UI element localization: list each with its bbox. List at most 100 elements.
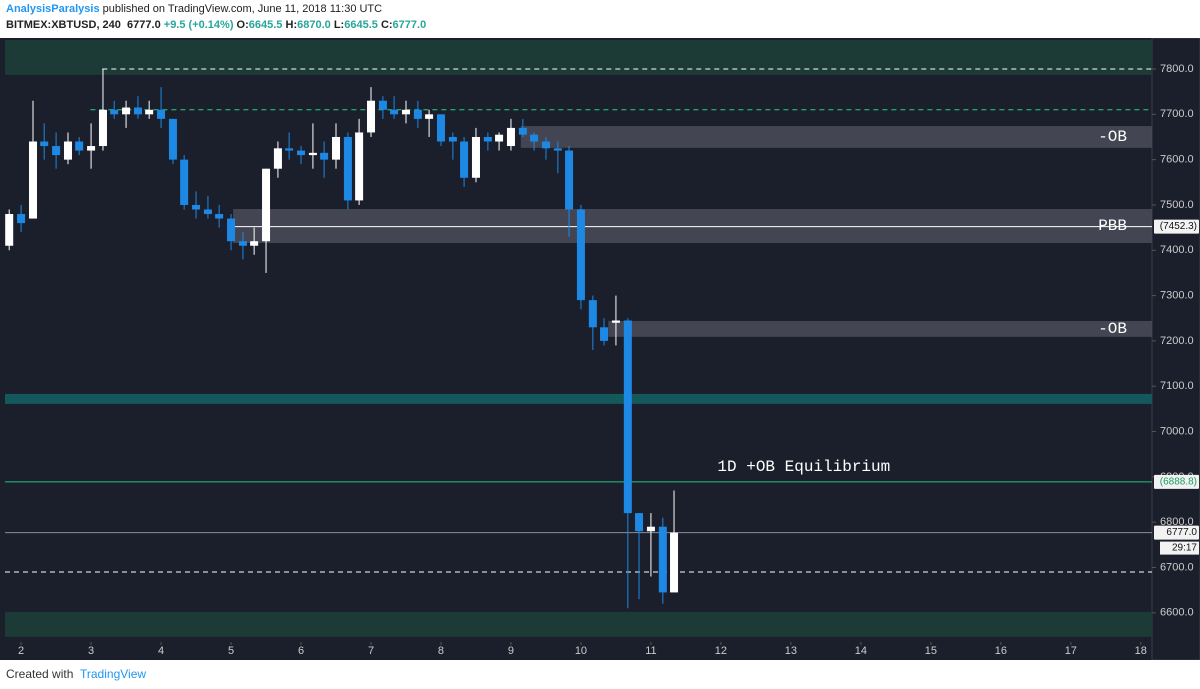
candle-body [250,241,259,246]
zone [233,209,1153,244]
candle-body [588,300,597,328]
candle-body [518,127,527,135]
y-tick-label: 6600.0 [1160,607,1194,619]
header: AnalysisParalysis published on TradingVi… [0,0,1200,38]
candle-body [460,141,469,178]
candle-body [413,109,422,119]
l-label: L: [333,19,345,31]
candle-body [448,136,457,142]
change: +9.5 (+0.14%) [163,19,234,31]
zone [5,611,1152,637]
y-tick-label: 7000.0 [1160,425,1194,437]
price-label-box [1154,474,1199,489]
candle-body [110,109,119,115]
candle-body [646,526,655,532]
candle-body [541,141,550,149]
zone-label: -OB [1098,320,1127,338]
candle-body [565,150,574,210]
candle-body [320,152,329,160]
l: 6645.5 [344,19,378,31]
brand[interactable]: TradingView [80,667,147,681]
x-tick-label: 9 [508,645,514,657]
candle-body [297,150,306,156]
candle-body [471,136,480,178]
candle-body [425,114,434,119]
candle-body [623,320,632,514]
author[interactable]: AnalysisParalysis [6,3,100,15]
candle-body [180,159,189,205]
candle-body [262,168,271,242]
x-tick-label: 17 [1065,645,1077,657]
y-tick-label: 7800.0 [1160,63,1194,75]
candle-body [133,107,142,115]
x-tick-label: 16 [995,645,1007,657]
candle-body [203,209,212,215]
x-tick-label: 12 [715,645,727,657]
candle-body [367,100,376,133]
candle-body [215,214,224,219]
x-tick-label: 11 [645,645,656,657]
published: published on TradingView.com, June 11, 2… [102,3,383,15]
candle-body [600,327,609,341]
candle-body [378,100,387,110]
candle-body [63,141,72,160]
candle-body [192,204,201,210]
y-tick-label: 7400.0 [1160,244,1194,256]
price-label: (6888.8) [1160,477,1197,488]
candle-body [145,109,154,115]
x-tick-label: 10 [575,645,587,657]
zone [520,126,1152,148]
candle-body [436,114,445,142]
y-tick-label: 7200.0 [1160,335,1194,347]
x-tick-label: 7 [368,645,374,657]
publish-line: AnalysisParalysis published on TradingVi… [6,3,382,15]
candle-body [75,141,84,151]
x-tick-label: 3 [88,645,94,657]
candle-body [506,127,515,147]
candle-body [343,136,352,201]
zone-label: -OB [1098,128,1127,146]
y-tick-label: 6700.0 [1160,561,1194,573]
symbol: BITMEX:XBTUSD, 240 [6,19,121,31]
x-tick-label: 4 [158,645,164,657]
zone [5,393,1152,404]
price-label-box [1154,219,1199,234]
candle-body [332,136,341,160]
x-tick-label: 18 [1135,645,1147,657]
y-tick-label: 7100.0 [1160,380,1194,392]
candle-body [40,141,49,147]
price-label: 6777.0 [1166,527,1197,538]
x-tick-label: 8 [438,645,444,657]
candle-body [285,148,294,151]
price-label: (7452.3) [1160,221,1197,232]
x-tick-label: 6 [298,645,304,657]
y-tick-label: 7700.0 [1160,108,1194,120]
candle-body [390,109,399,115]
candle-body [611,320,620,323]
candle-body [635,513,644,532]
candle-body [530,134,539,142]
candle-body [576,209,585,301]
candle-body [670,532,679,593]
candle-body [308,152,317,156]
x-tick-label: 5 [228,645,234,657]
o-label: O: [236,19,249,31]
candle-body [87,146,96,151]
y-tick-label: 6800.0 [1160,516,1194,528]
x-tick-label: 14 [855,645,867,657]
candle-body [98,109,107,147]
countdown: 29:17 [1172,543,1197,554]
c-label: C: [380,19,393,31]
candle-body [273,148,282,169]
candle-body [553,148,562,151]
countdown-box [1160,541,1199,555]
h: 6870.0 [297,19,331,31]
footer: Created with TradingView [0,660,1200,689]
c: 6777.0 [392,19,427,31]
o: 6645.5 [248,19,283,31]
candle-body [483,136,492,142]
candle-body [227,218,236,242]
symbol-line: BITMEX:XBTUSD, 240 6777.0 +9.5 (+0.14%) … [6,19,426,31]
x-tick-label: 13 [785,645,797,657]
